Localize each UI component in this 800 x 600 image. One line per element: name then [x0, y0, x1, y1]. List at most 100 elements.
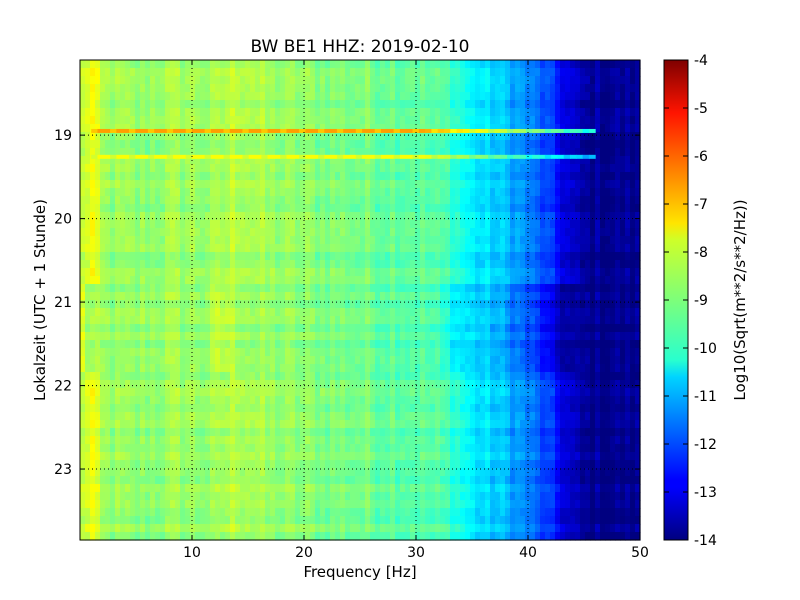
heatmap-cell — [300, 68, 306, 77]
heatmap-cell — [580, 356, 586, 365]
heatmap-cell — [480, 60, 486, 69]
heatmap-cell — [105, 388, 111, 397]
heatmap-cell — [480, 276, 486, 285]
heatmap-cell — [260, 324, 266, 333]
heatmap-cell — [135, 244, 141, 253]
heatmap-cell — [615, 284, 621, 293]
heatmap-cell — [180, 356, 186, 365]
heatmap-cell — [635, 308, 641, 317]
heatmap-cell — [350, 252, 356, 261]
heatmap-cell — [325, 404, 331, 413]
heatmap-cell — [410, 388, 416, 397]
heatmap-cell — [290, 124, 296, 133]
heatmap-cell — [400, 356, 406, 365]
heatmap-cell — [135, 324, 141, 333]
heatmap-cell — [175, 148, 181, 157]
heatmap-cell — [230, 236, 236, 245]
heatmap-cell — [440, 372, 446, 381]
heatmap-cell — [120, 348, 126, 357]
heatmap-cell — [295, 84, 301, 93]
heatmap-cell — [315, 300, 321, 309]
heatmap-cell — [235, 116, 241, 125]
heatmap-cell — [420, 348, 426, 357]
heatmap-cell — [390, 364, 396, 373]
heatmap-cell — [240, 84, 246, 93]
heatmap-cell — [285, 396, 291, 405]
heatmap-cell — [330, 324, 336, 333]
heatmap-cell — [395, 148, 401, 157]
heatmap-cell — [235, 404, 241, 413]
heatmap-cell — [275, 188, 281, 197]
heatmap-cell — [430, 212, 436, 221]
heatmap-cell — [360, 252, 366, 261]
heatmap-cell — [470, 188, 476, 197]
heatmap-cell — [375, 356, 381, 365]
heatmap-cell — [535, 188, 541, 197]
heatmap-cell — [80, 340, 86, 349]
heatmap-cell — [225, 108, 231, 117]
heatmap-cell — [390, 132, 396, 141]
heatmap-cell — [515, 236, 521, 245]
heatmap-cell — [430, 284, 436, 293]
heatmap-cell — [310, 308, 316, 317]
heatmap-cell — [430, 68, 436, 77]
heatmap-cell — [335, 324, 341, 333]
heatmap-cell — [510, 324, 516, 333]
heatmap-cell — [470, 60, 476, 69]
heatmap-cell — [200, 84, 206, 93]
heatmap-cell — [585, 68, 591, 77]
heatmap-cell — [220, 260, 226, 269]
heatmap-cell — [555, 348, 561, 357]
heatmap-cell — [330, 364, 336, 373]
heatmap-cell — [330, 164, 336, 173]
heatmap-cell — [555, 276, 561, 285]
heatmap-cell — [395, 236, 401, 245]
heatmap-cell — [590, 172, 596, 181]
heatmap-cell — [585, 268, 591, 277]
heatmap-cell — [465, 132, 471, 141]
heatmap-cell — [385, 212, 391, 221]
heatmap-cell — [405, 124, 411, 133]
heatmap-cell — [635, 124, 641, 133]
heatmap-cell — [120, 332, 126, 341]
heatmap-cell — [105, 332, 111, 341]
heatmap-cell — [600, 140, 606, 149]
heatmap-cell — [255, 404, 261, 413]
heatmap-cell — [465, 188, 471, 197]
heatmap-cell — [105, 140, 111, 149]
heatmap-cell — [445, 324, 451, 333]
heatmap-cell — [145, 76, 151, 85]
heatmap-cell — [230, 412, 236, 421]
heatmap-cell — [370, 92, 376, 101]
heatmap-cell — [230, 196, 236, 205]
heatmap-cell — [430, 380, 436, 389]
heatmap-cell — [360, 76, 366, 85]
heatmap-cell — [410, 76, 416, 85]
heatmap-cell — [425, 220, 431, 229]
heatmap-cell — [585, 60, 591, 69]
heatmap-cell — [255, 92, 261, 101]
heatmap-cell — [90, 252, 96, 261]
heatmap-cell — [405, 148, 411, 157]
heatmap-cell — [380, 180, 386, 189]
heatmap-cell — [470, 356, 476, 365]
heatmap-cell — [445, 380, 451, 389]
heatmap-cell — [425, 100, 431, 109]
heatmap-cell — [175, 404, 181, 413]
heatmap-cell — [535, 124, 541, 133]
heatmap-cell — [600, 348, 606, 357]
heatmap-cell — [105, 92, 111, 101]
heatmap-cell — [310, 364, 316, 373]
heatmap-cell — [185, 300, 191, 309]
heatmap-cell — [415, 388, 421, 397]
heatmap-cell — [390, 164, 396, 173]
heatmap-cell — [390, 124, 396, 133]
heatmap-cell — [585, 220, 591, 229]
heatmap-cell — [285, 260, 291, 269]
heatmap-cell — [375, 364, 381, 373]
heatmap-cell — [80, 348, 86, 357]
heatmap-cell — [460, 260, 466, 269]
heatmap-cell — [170, 156, 176, 165]
heatmap-cell — [485, 92, 491, 101]
heatmap-cell — [125, 356, 131, 365]
